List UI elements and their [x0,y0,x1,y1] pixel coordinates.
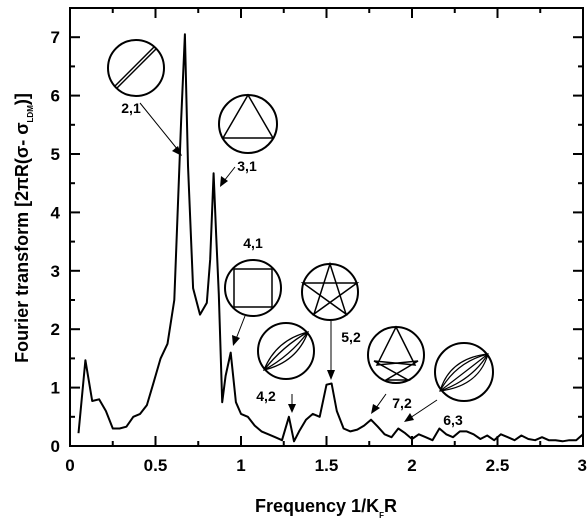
arrow-head [327,370,335,380]
x-tick-label: 3 [578,456,587,475]
x-tick-label: 2.5 [486,456,510,475]
orbit-arrow [375,393,387,409]
orbit-circle [301,263,359,321]
y-axis-title-sub: LDM [26,105,35,123]
arrow-head [232,335,240,346]
orbit-label-3-1: 3,1 [237,158,257,174]
x-axis-title-sub: F [379,511,384,520]
orbit-path [233,268,273,308]
orbit-inset-2-1: 2,1 [107,39,182,156]
y-tick-label: 1 [51,379,60,398]
y-tick-label: 2 [51,320,60,339]
orbit-arrow [409,399,438,419]
orbit-path [373,325,419,381]
orbit-circle [257,322,315,380]
x-axis-title-main: Frequency 1/K [255,496,379,516]
x-tick-label: 0.5 [144,456,168,475]
orbit-path [114,46,155,87]
axis-ticks [69,7,584,447]
orbit-arrow [139,102,179,151]
orbit-arrow [235,315,246,340]
orbit-path [221,93,275,139]
orbit-path [263,331,309,371]
y-axis-title: Fourier transform [2πR(σ- σLDM)] [12,93,35,363]
orbit-circle [224,259,282,317]
orbit-path [439,353,489,392]
orbit-path [300,261,360,316]
arrow-head [404,413,414,422]
orbit-inset-5-2: 5,2 [300,261,361,380]
orbit-inset-4-2: 4,2 [256,322,315,413]
orbit-inset-3-1: 3,1 [218,93,278,187]
y-axis-title-main: Fourier transform [2πR(σ- σ [12,122,32,362]
fourier-series-line [77,33,584,443]
y-tick-label: 5 [51,145,60,164]
orbit-label-4-2: 4,2 [256,388,276,404]
orbit-label-4-1: 4,1 [243,235,263,251]
y-tick-label: 6 [51,87,60,106]
arrow-head [288,404,296,413]
orbit-path [263,331,309,371]
orbit-label-5-2: 5,2 [341,329,361,345]
orbit-inset-6-3: 6,3 [404,342,494,428]
y-tick-label: 7 [51,28,60,47]
orbit-inset-4-1: 4,1 [224,235,282,346]
y-tick-label: 3 [51,262,60,281]
orbit-label-7-2: 7,2 [392,395,412,411]
y-tick-label: 0 [51,437,60,456]
orbit-label-6-3: 6,3 [443,412,463,428]
y-axis-title-tail: )] [12,93,32,105]
orbit-arrow [223,166,236,182]
x-tick-label: 0 [65,456,74,475]
orbit-path [439,353,489,392]
x-tick-label: 1 [236,456,245,475]
arrow-head [220,176,228,187]
tick-labels: 0 0.5 1 1.5 2 2.5 3 0 1 2 3 4 5 6 7 [51,28,587,475]
orbit-path [116,48,157,89]
y-tick-label: 4 [51,203,61,222]
x-tick-label: 1.5 [315,456,339,475]
arrow-head [172,146,182,156]
orbit-inset-7-2: 7,2 [367,325,425,414]
x-axis-title-tail: R [384,496,397,516]
orbit-path [439,353,489,392]
orbit-circle [218,94,278,154]
x-tick-label: 2 [407,456,416,475]
x-axis-title: Frequency 1/KFR [255,496,397,520]
arrow-head [371,404,380,414]
orbit-label-2-1: 2,1 [121,100,141,116]
